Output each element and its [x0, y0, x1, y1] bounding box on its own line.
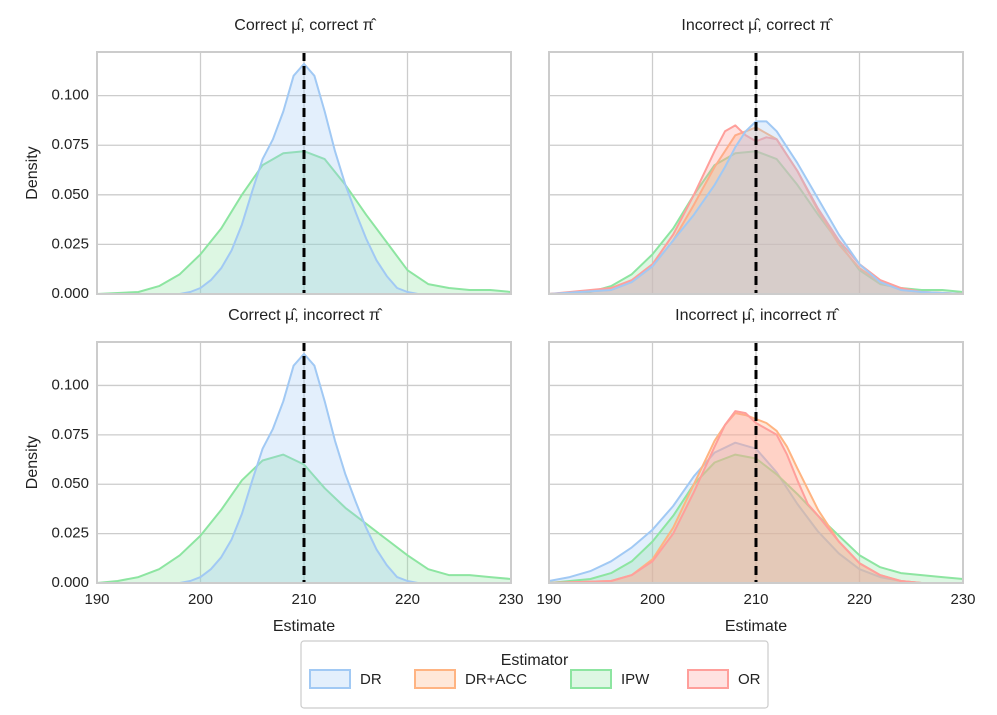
x-tick-label: 210	[291, 591, 316, 608]
y-tick-label: 0.025	[51, 235, 89, 252]
legend-label: OR	[738, 671, 761, 688]
y-tick-label: 0.050	[51, 186, 89, 203]
axes-frame	[548, 51, 964, 295]
legend-label: IPW	[621, 671, 650, 688]
panel-title: Incorrect μ̂, incorrect π̂	[675, 307, 840, 324]
x-tick-label: 210	[743, 591, 768, 608]
x-tick-label: 220	[395, 591, 420, 608]
y-tick-label: 0.100	[51, 376, 89, 393]
density-line-or	[548, 410, 963, 584]
y-tick-label: 0.025	[51, 525, 89, 542]
density-line-ipw	[548, 453, 964, 584]
legend-entry-ipw: IPW	[570, 669, 650, 689]
legend-label: DR	[360, 671, 382, 688]
y-axis-label: Density	[24, 146, 41, 199]
y-tick-label: 0.000	[51, 574, 89, 591]
chart-panel-1: Correct μ̂, correct π̂ 0.000 0.025 0.050 0.0…	[24, 17, 512, 302]
legend-entry-dr-acc: DR+ACC	[414, 669, 527, 689]
x-tick-label: 230	[950, 591, 975, 608]
x-axis-label: Estimate	[273, 618, 335, 635]
density-line-dr	[548, 120, 964, 295]
density-line-ipw	[96, 150, 512, 295]
x-tick-label: 230	[498, 591, 523, 608]
density-line-ipw	[96, 453, 512, 584]
y-axis-label: Density	[24, 436, 41, 489]
chart-panel-4: Incorrect μ̂, incorrect π̂ 190 200 210 220 23…	[536, 307, 975, 635]
y-tick-label: 0.075	[51, 426, 89, 443]
y-tick-label: 0.000	[51, 285, 89, 302]
legend-title: Estimator	[501, 652, 569, 669]
density-line-dr	[97, 62, 511, 295]
axes-frame	[96, 51, 512, 295]
legend-swatch	[309, 669, 351, 689]
x-tick-label: 200	[640, 591, 665, 608]
legend-entry-or: OR	[687, 669, 761, 689]
legend-swatch	[570, 669, 612, 689]
axes-frame	[96, 341, 512, 584]
x-tick-label: 200	[188, 591, 213, 608]
x-axis-label: Estimate	[725, 618, 787, 635]
panel-title: Incorrect μ̂, correct π̂	[681, 17, 833, 34]
y-tick-label: 0.100	[51, 87, 89, 104]
axes-frame	[548, 341, 964, 584]
x-tick-label: 190	[536, 591, 561, 608]
x-tick-label: 220	[847, 591, 872, 608]
legend-entry-dr: DR	[309, 669, 382, 689]
legend-swatch	[414, 669, 456, 689]
y-tick-label: 0.075	[51, 136, 89, 153]
y-tick-label: 0.050	[51, 475, 89, 492]
legend-swatch	[687, 669, 729, 689]
chart-panel-3: Correct μ̂, incorrect π̂ 0.000 0.025 0.050 0…	[24, 307, 523, 635]
legend: Estimator DR DR+ACC IPW OR	[300, 640, 769, 709]
chart-panel-2: Incorrect μ̂, correct π̂	[548, 17, 964, 295]
legend-frame	[300, 640, 769, 709]
panel-title: Correct μ̂, correct π̂	[234, 17, 376, 34]
panel-title: Correct μ̂, incorrect π̂	[228, 307, 383, 324]
x-tick-label: 190	[84, 591, 109, 608]
legend-label: DR+ACC	[465, 671, 527, 688]
density-line-dr	[97, 352, 511, 584]
